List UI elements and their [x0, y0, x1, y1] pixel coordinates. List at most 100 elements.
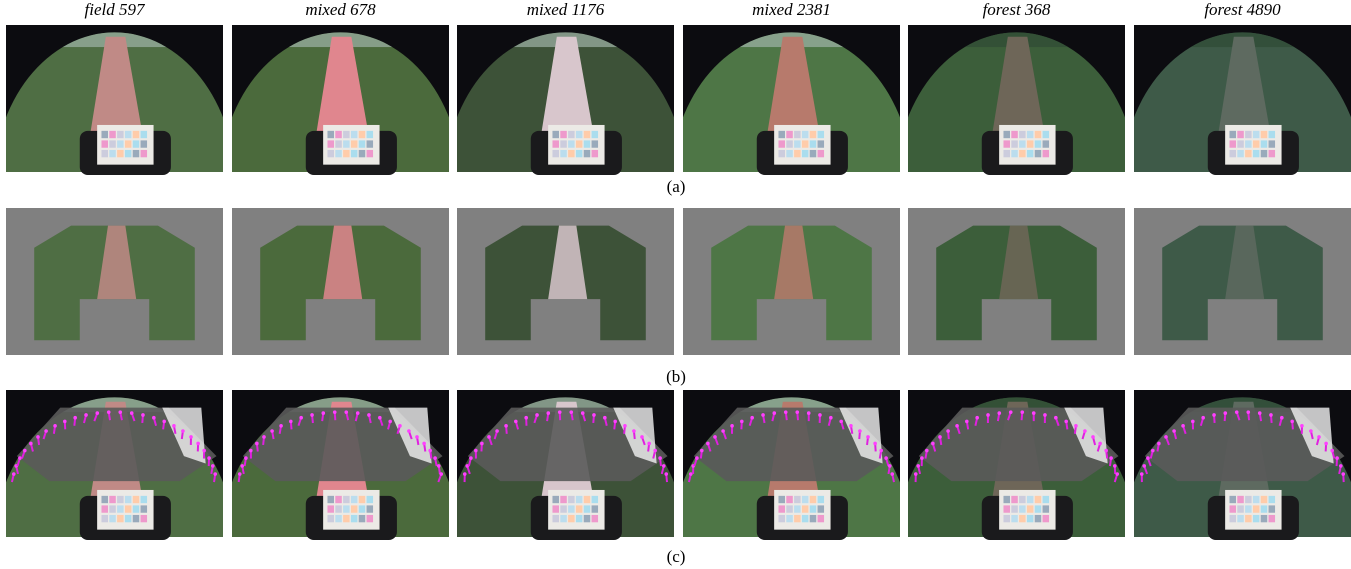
chart-cell: [1261, 140, 1268, 147]
feature-point: [965, 420, 969, 424]
feature-point: [1113, 464, 1117, 468]
feature-point: [189, 435, 193, 439]
feature-point: [1300, 424, 1304, 428]
feature-point: [1181, 424, 1185, 428]
chart-cell: [560, 140, 567, 147]
chart-cell: [101, 150, 108, 157]
feature-point: [1054, 416, 1058, 420]
chart-cell: [1237, 131, 1244, 138]
chart-cell: [560, 131, 567, 138]
chart-cell: [1035, 505, 1042, 512]
feature-point: [1246, 410, 1250, 414]
chart-cell: [810, 505, 817, 512]
chart-cell: [1003, 505, 1010, 512]
image-raw: [1134, 25, 1351, 175]
feature-point: [558, 410, 562, 414]
chart-cell: [327, 140, 334, 147]
image-segmented: [1134, 208, 1351, 355]
chart-cell: [335, 505, 342, 512]
chart-cell: [592, 131, 599, 138]
chart-cell: [1229, 140, 1236, 147]
feature-point: [535, 413, 539, 417]
chart-cell: [101, 505, 108, 512]
chart-cell: [1035, 515, 1042, 522]
chart-cell: [117, 496, 124, 503]
chart-cell: [576, 515, 583, 522]
chart-cell: [1237, 150, 1244, 157]
feature-point: [378, 416, 382, 420]
chart-cell: [560, 150, 567, 157]
feature-point: [740, 420, 744, 424]
chart-cell: [1245, 150, 1252, 157]
feature-point: [866, 435, 870, 439]
chart-cell: [794, 505, 801, 512]
feature-point: [1064, 420, 1068, 424]
chart-cell: [1019, 140, 1026, 147]
feature-point: [255, 442, 259, 446]
chart-cell: [818, 515, 825, 522]
feature-point: [1172, 429, 1176, 433]
chart-cell: [1035, 496, 1042, 503]
chart-cell: [794, 150, 801, 157]
feature-point: [623, 424, 627, 428]
feature-point: [504, 424, 508, 428]
feature-point: [818, 413, 822, 417]
feature-point: [1083, 429, 1087, 433]
feature-point: [1151, 449, 1155, 453]
chart-cell: [335, 150, 342, 157]
image-depth: [457, 390, 674, 540]
feature-point: [1043, 413, 1047, 417]
chart-cell: [1229, 150, 1236, 157]
chart-cell: [1003, 150, 1010, 157]
chart-cell: [802, 131, 809, 138]
chart-cell: [141, 496, 148, 503]
feature-point: [437, 464, 441, 468]
feature-point: [141, 413, 145, 417]
chart-cell: [1043, 140, 1050, 147]
feature-point: [689, 472, 693, 476]
feature-point: [658, 456, 662, 460]
feature-point: [398, 424, 402, 428]
chart-cell: [1035, 150, 1042, 157]
chart-cell: [133, 496, 140, 503]
image-depth: [1134, 390, 1351, 540]
chart-cell: [109, 150, 116, 157]
feature-point: [888, 464, 892, 468]
feature-point: [1317, 435, 1321, 439]
image-depth: [683, 390, 900, 540]
chart-cell: [141, 515, 148, 522]
chart-cell: [584, 150, 591, 157]
chart-cell: [351, 496, 358, 503]
feature-point: [916, 464, 920, 468]
chart-cell: [786, 140, 793, 147]
chart-cell: [810, 150, 817, 157]
image-segmented: [683, 208, 900, 355]
chart-cell: [1229, 496, 1236, 503]
chart-cell: [125, 496, 132, 503]
image-raw: [908, 25, 1125, 175]
feature-point: [44, 429, 48, 433]
chart-cell: [1043, 131, 1050, 138]
chart-cell: [1043, 505, 1050, 512]
feature-point: [53, 424, 57, 428]
image-raw: [232, 25, 449, 175]
feature-point: [333, 410, 337, 414]
chart-cell: [568, 140, 575, 147]
feature-point: [546, 411, 550, 415]
feature-point: [1020, 410, 1024, 414]
feature-point: [439, 472, 443, 476]
chart-cell: [125, 505, 132, 512]
chart-cell: [343, 150, 350, 157]
chart-cell: [802, 515, 809, 522]
chart-cell: [560, 515, 567, 522]
feature-point: [244, 456, 248, 460]
feature-point: [514, 420, 518, 424]
chart-cell: [141, 505, 148, 512]
feature-point: [761, 413, 765, 417]
chart-cell: [794, 140, 801, 147]
chart-cell: [818, 131, 825, 138]
feature-point: [279, 424, 283, 428]
feature-point: [695, 456, 699, 460]
feature-point: [890, 472, 894, 476]
chart-cell: [1011, 131, 1018, 138]
